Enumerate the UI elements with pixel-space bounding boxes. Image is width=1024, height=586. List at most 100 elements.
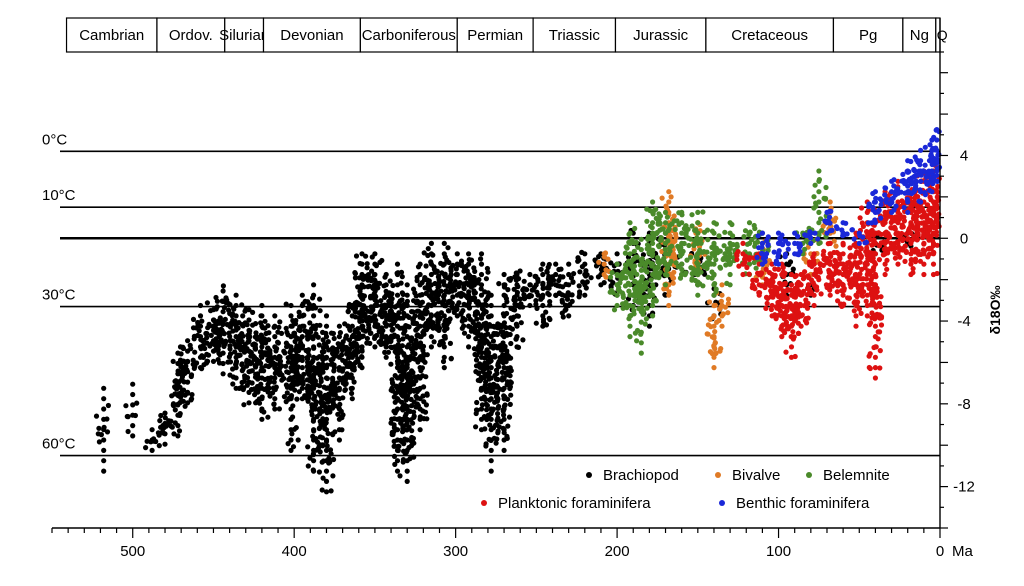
data-point xyxy=(566,292,572,298)
data-point xyxy=(417,344,423,350)
data-point xyxy=(220,298,226,304)
data-point xyxy=(905,236,911,242)
data-point xyxy=(912,184,919,190)
data-point xyxy=(372,297,378,303)
data-point xyxy=(829,277,835,284)
data-point xyxy=(495,428,501,434)
data-point xyxy=(814,287,820,293)
data-point xyxy=(746,271,752,277)
data-point xyxy=(882,261,888,267)
data-point xyxy=(631,311,637,317)
data-point xyxy=(441,354,447,360)
data-point xyxy=(441,251,447,257)
data-point xyxy=(877,365,883,371)
data-point xyxy=(576,283,582,289)
data-point xyxy=(877,329,883,335)
data-point xyxy=(462,317,468,323)
data-point xyxy=(797,243,804,249)
data-point xyxy=(404,334,410,340)
data-point xyxy=(328,451,334,457)
data-point xyxy=(905,158,911,164)
data-point xyxy=(359,334,365,340)
data-point xyxy=(259,365,265,371)
data-point xyxy=(288,344,294,350)
data-point xyxy=(533,301,539,307)
data-point xyxy=(399,405,405,412)
data-point xyxy=(740,261,746,267)
data-point xyxy=(927,224,933,230)
data-point xyxy=(323,334,330,340)
data-point xyxy=(130,381,136,387)
data-point xyxy=(481,340,487,346)
data-point xyxy=(614,261,620,267)
data-point xyxy=(171,431,177,437)
data-point xyxy=(846,295,852,301)
data-point xyxy=(650,240,656,246)
data-point xyxy=(553,261,559,267)
temperature-label: 60°C xyxy=(42,436,76,453)
data-point xyxy=(847,245,853,251)
data-point xyxy=(246,338,252,344)
data-point xyxy=(359,251,365,257)
data-point xyxy=(934,168,940,174)
data-point xyxy=(895,209,901,215)
data-point xyxy=(417,365,423,371)
data-point xyxy=(175,412,181,418)
period-label: Ng xyxy=(910,27,929,44)
data-point xyxy=(818,291,824,297)
data-point xyxy=(853,282,859,288)
data-point xyxy=(400,336,406,342)
data-point xyxy=(130,412,136,418)
data-point xyxy=(390,320,397,326)
data-point xyxy=(788,354,795,360)
data-point xyxy=(546,315,552,321)
data-point xyxy=(769,292,775,298)
data-point xyxy=(740,251,746,257)
data-point xyxy=(330,400,336,406)
data-point xyxy=(711,334,717,340)
data-point xyxy=(840,230,846,236)
period-label: Cambrian xyxy=(79,27,144,44)
period-q: Q xyxy=(935,17,948,53)
data-point xyxy=(311,344,317,350)
data-point xyxy=(788,344,795,350)
data-point xyxy=(670,280,676,286)
data-point xyxy=(650,199,656,205)
data-point xyxy=(404,416,410,422)
data-point xyxy=(919,214,925,220)
data-point xyxy=(240,323,246,329)
data-point xyxy=(428,251,434,257)
data-point xyxy=(394,271,401,278)
data-point xyxy=(553,282,559,288)
data-point xyxy=(483,309,489,315)
data-point xyxy=(783,303,789,309)
data-point xyxy=(694,267,701,273)
data-point xyxy=(197,365,204,371)
data-point xyxy=(396,443,402,449)
data-point xyxy=(409,428,415,434)
data-point xyxy=(514,282,520,288)
data-point xyxy=(808,240,814,246)
data-point xyxy=(834,289,840,295)
data-point xyxy=(389,377,395,383)
data-point xyxy=(481,414,487,420)
data-point xyxy=(711,323,717,329)
data-point xyxy=(336,334,342,340)
data-point xyxy=(316,425,322,432)
data-point xyxy=(546,285,552,291)
data-point xyxy=(798,282,804,288)
data-point xyxy=(422,359,428,365)
data-point xyxy=(650,292,656,298)
data-point xyxy=(673,234,679,240)
temperature-label: 30°C xyxy=(42,287,76,304)
data-point xyxy=(417,406,423,412)
data-point xyxy=(742,228,749,234)
data-point xyxy=(162,415,168,421)
data-point xyxy=(811,251,817,257)
data-point xyxy=(336,396,342,402)
data-point xyxy=(394,358,401,364)
period-box xyxy=(65,17,158,53)
period-box xyxy=(359,17,458,53)
data-point xyxy=(752,225,758,232)
data-point xyxy=(631,248,637,254)
